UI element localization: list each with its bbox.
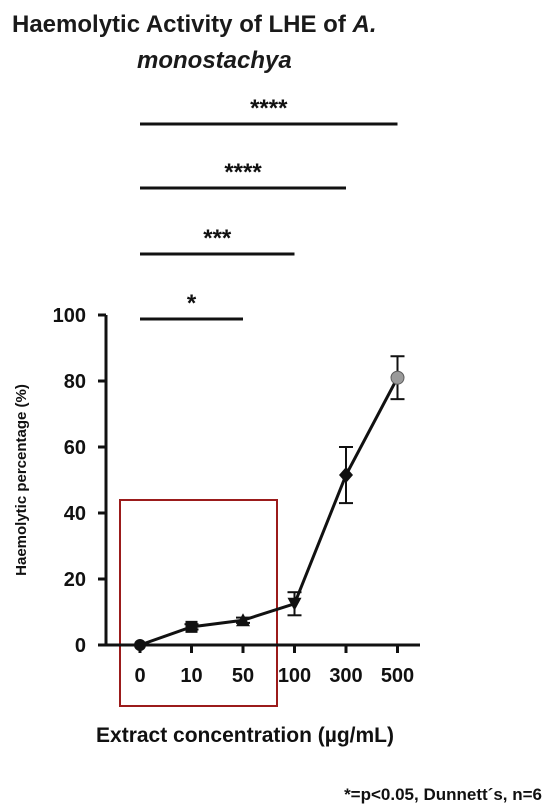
data-point-500 [390,370,405,385]
x-axis-title: Extract concentration (µg/mL) [96,724,394,747]
x-tick-label-300: 300 [329,665,362,687]
y-tick-label-100: 100 [53,305,86,327]
highlight-box-layer [119,499,278,707]
x-tick-label-50: 50 [232,665,254,687]
y-tick-label-0: 0 [75,635,86,657]
significance-label-100: *** [203,225,232,252]
significance-bars: ************ [140,95,398,321]
chart-title-line1: Haemolytic Activity of LHE of A. [12,11,377,38]
data-point-50 [236,613,250,627]
series-line [139,376,399,647]
chart-title-italic: A. [352,11,377,38]
significance-label-50: * [187,290,197,317]
x-tick-label-100: 100 [278,665,311,687]
significance-label-300: **** [224,159,262,186]
x-axis-ticks: 0 10 50 100 300 500 [134,645,414,687]
footnote: *=p<0.05, Dunnett´s, n=6 [344,785,542,804]
data-point-100 [287,597,302,611]
x-tick-label-0: 0 [134,665,145,687]
chart-title-regular: Haemolytic Activity of LHE of [12,11,353,38]
series-haemolysis [134,355,405,651]
y-axis-title: Haemolytic percentage (%) [13,384,30,576]
significance-label-500: **** [250,95,288,122]
chart-title-line2: monostachya [137,47,292,74]
y-axis-ticks: 0 20 40 60 80 100 [53,305,106,657]
x-tick-label-10: 10 [180,665,202,687]
data-point-300 [339,467,353,484]
y-tick-label-20: 20 [64,569,86,591]
y-tick-label-40: 40 [64,503,86,525]
highlight-box [119,499,278,707]
y-tick-label-80: 80 [64,371,86,393]
x-tick-label-500: 500 [381,665,414,687]
y-tick-label-60: 60 [64,437,86,459]
data-point-10 [185,620,198,633]
data-point-0 [134,639,146,651]
